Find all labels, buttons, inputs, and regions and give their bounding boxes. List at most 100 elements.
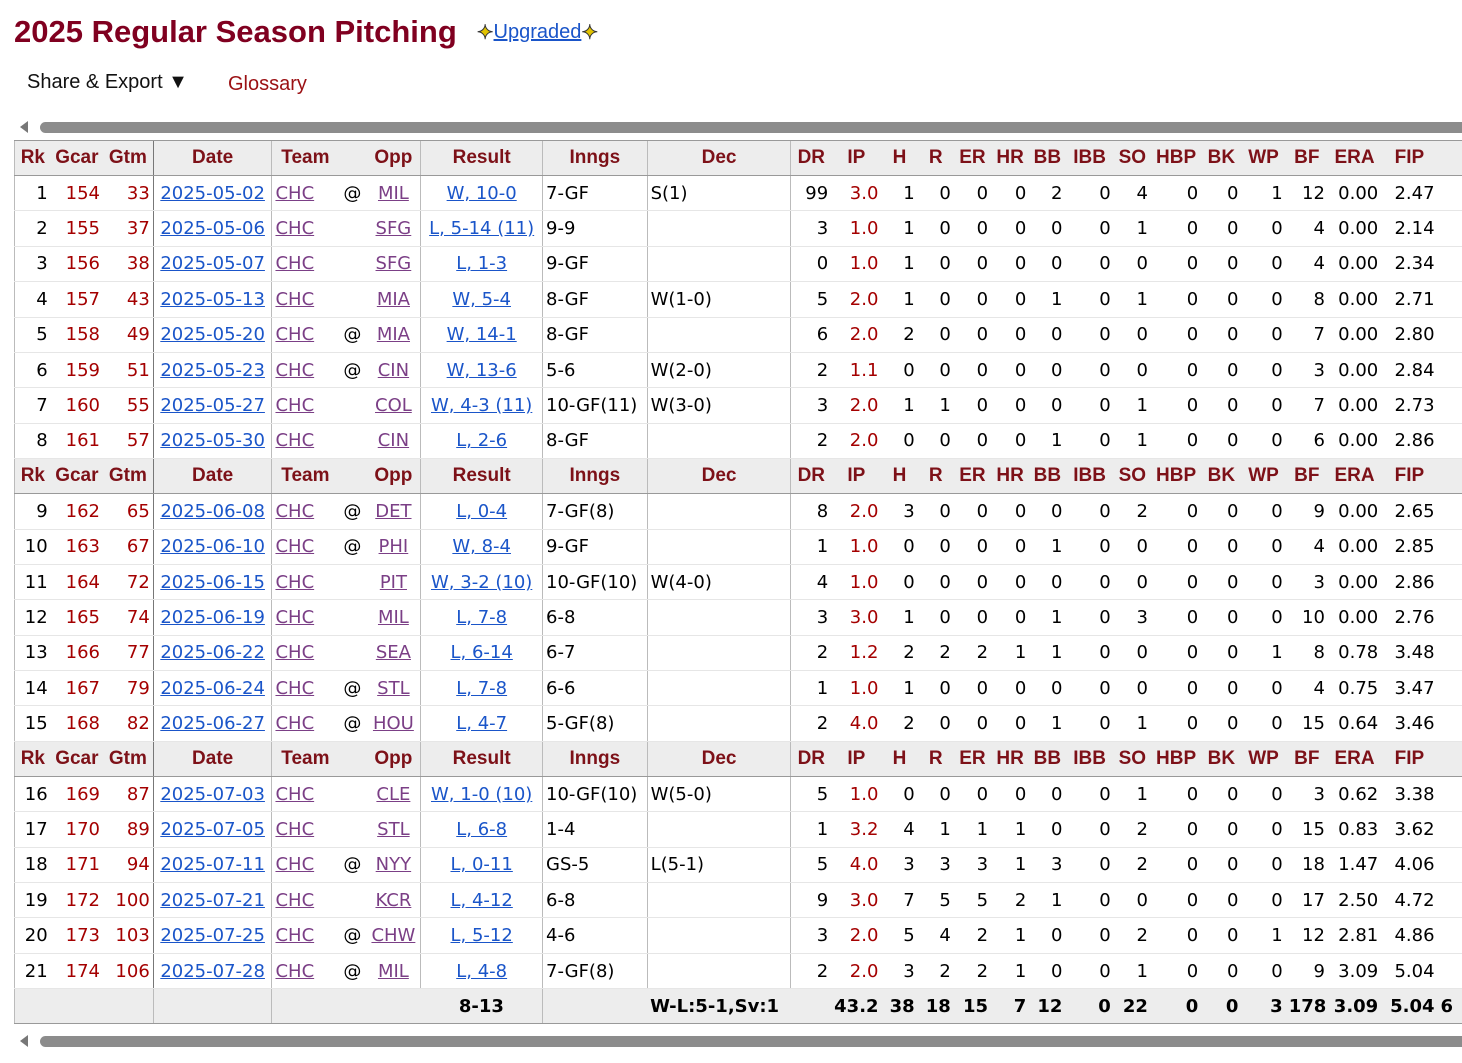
column-header[interactable]: H bbox=[881, 458, 918, 495]
column-header[interactable] bbox=[1437, 140, 1462, 176]
glossary-link[interactable]: Glossary bbox=[227, 72, 307, 95]
team-link[interactable]: CHC bbox=[275, 642, 315, 664]
team-link[interactable]: CHC bbox=[275, 818, 315, 840]
date-link[interactable]: 2025-06-08 bbox=[160, 500, 265, 522]
column-header[interactable]: IP bbox=[831, 140, 882, 176]
column-header[interactable]: Inngs bbox=[542, 740, 648, 777]
team-link[interactable]: CHC bbox=[275, 536, 315, 558]
team-link[interactable]: CHC bbox=[275, 430, 315, 452]
team-link[interactable]: CHC bbox=[275, 925, 315, 947]
opponent-link[interactable]: HOU bbox=[372, 713, 414, 735]
date-link[interactable]: 2025-05-06 bbox=[160, 218, 265, 240]
column-header[interactable]: IP bbox=[831, 740, 882, 777]
column-header[interactable]: BB bbox=[1029, 740, 1066, 777]
upgraded-link[interactable]: Upgraded bbox=[493, 20, 582, 43]
opponent-link[interactable]: STL bbox=[377, 677, 410, 699]
date-link[interactable]: 2025-05-02 bbox=[160, 182, 265, 204]
opponent-link[interactable]: MIL bbox=[377, 606, 409, 628]
scroll-left-arrow-icon[interactable] bbox=[20, 121, 28, 133]
column-header[interactable]: HR bbox=[991, 140, 1030, 176]
column-header[interactable]: SO bbox=[1113, 740, 1151, 777]
result-link[interactable]: L, 7-8 bbox=[456, 677, 508, 699]
column-header[interactable]: BK bbox=[1201, 458, 1242, 495]
horizontal-scrollbar-bottom[interactable] bbox=[16, 1033, 1462, 1049]
team-link[interactable]: CHC bbox=[275, 324, 315, 346]
share-export-menu[interactable]: Share & Export ▼ bbox=[27, 70, 188, 93]
opponent-link[interactable]: CLE bbox=[376, 783, 411, 805]
column-header[interactable]: ERA bbox=[1327, 140, 1382, 176]
opponent-link[interactable]: PHI bbox=[378, 536, 409, 558]
result-link[interactable]: L, 7-8 bbox=[456, 606, 508, 628]
scrollbar-thumb[interactable] bbox=[40, 122, 1462, 133]
team-link[interactable]: CHC bbox=[275, 500, 315, 522]
opponent-link[interactable]: DET bbox=[375, 500, 412, 522]
result-link[interactable]: L, 1-3 bbox=[456, 253, 508, 275]
column-header[interactable]: BF bbox=[1285, 740, 1328, 777]
column-header[interactable]: SO bbox=[1113, 140, 1151, 176]
column-header[interactable]: Team bbox=[271, 458, 339, 495]
column-header[interactable]: IBB bbox=[1065, 458, 1114, 495]
column-header[interactable]: Gtm bbox=[103, 458, 154, 495]
result-link[interactable]: W, 10-0 bbox=[446, 182, 517, 204]
column-header[interactable]: IBB bbox=[1065, 740, 1114, 777]
column-header[interactable]: HBP bbox=[1150, 140, 1202, 176]
column-header[interactable]: BB bbox=[1029, 140, 1066, 176]
result-link[interactable]: L, 0-4 bbox=[456, 500, 508, 522]
team-link[interactable]: CHC bbox=[275, 854, 315, 876]
column-header[interactable]: R bbox=[917, 458, 954, 495]
column-header[interactable] bbox=[338, 740, 367, 777]
column-header[interactable] bbox=[338, 458, 367, 495]
column-header[interactable]: Rk bbox=[14, 458, 51, 495]
date-link[interactable]: 2025-06-22 bbox=[160, 642, 265, 664]
date-link[interactable]: 2025-06-19 bbox=[160, 606, 265, 628]
opponent-link[interactable]: COL bbox=[375, 395, 412, 417]
column-header[interactable]: WP bbox=[1241, 740, 1286, 777]
column-header[interactable]: DR bbox=[790, 458, 832, 495]
result-link[interactable]: L, 6-8 bbox=[456, 818, 508, 840]
date-link[interactable]: 2025-05-07 bbox=[160, 253, 265, 275]
team-link[interactable]: CHC bbox=[275, 182, 315, 204]
team-link[interactable]: CHC bbox=[275, 783, 315, 805]
result-link[interactable]: W, 3-2 (10) bbox=[431, 571, 533, 593]
team-link[interactable]: CHC bbox=[275, 713, 315, 735]
result-link[interactable]: L, 6-14 bbox=[450, 642, 513, 664]
column-header[interactable]: R bbox=[917, 740, 954, 777]
column-header[interactable]: DR bbox=[790, 140, 832, 176]
column-header[interactable]: Rk bbox=[14, 740, 51, 777]
column-header[interactable]: BF bbox=[1285, 458, 1328, 495]
horizontal-scrollbar-top[interactable] bbox=[16, 119, 1462, 135]
column-header[interactable]: Gcar bbox=[50, 740, 103, 777]
date-link[interactable]: 2025-07-28 bbox=[160, 960, 265, 982]
team-link[interactable]: CHC bbox=[275, 359, 315, 381]
date-link[interactable]: 2025-05-13 bbox=[160, 288, 265, 310]
column-header[interactable]: IP bbox=[831, 458, 882, 495]
column-header[interactable]: BB bbox=[1029, 458, 1066, 495]
column-header[interactable]: R bbox=[917, 140, 954, 176]
opponent-link[interactable]: PIT bbox=[379, 571, 407, 593]
team-link[interactable]: CHC bbox=[275, 889, 315, 911]
opponent-link[interactable]: MIA bbox=[376, 324, 410, 346]
column-header[interactable]: BF bbox=[1285, 140, 1328, 176]
opponent-link[interactable]: MIL bbox=[377, 182, 409, 204]
date-link[interactable]: 2025-07-21 bbox=[160, 889, 265, 911]
result-link[interactable]: L, 0-11 bbox=[450, 854, 513, 876]
opponent-link[interactable]: MIL bbox=[377, 960, 409, 982]
scroll-left-arrow-icon[interactable] bbox=[20, 1035, 28, 1047]
opponent-link[interactable]: CIN bbox=[377, 359, 410, 381]
result-link[interactable]: L, 4-12 bbox=[450, 889, 513, 911]
column-header[interactable]: Gcar bbox=[50, 140, 103, 176]
column-header[interactable]: HR bbox=[991, 740, 1030, 777]
opponent-link[interactable]: SFG bbox=[375, 253, 412, 275]
column-header[interactable]: BK bbox=[1201, 740, 1242, 777]
column-header[interactable]: H bbox=[881, 740, 918, 777]
column-header[interactable] bbox=[1437, 740, 1462, 777]
column-header[interactable]: WP bbox=[1241, 140, 1286, 176]
team-link[interactable]: CHC bbox=[275, 253, 315, 275]
result-link[interactable]: L, 5-14 (11) bbox=[429, 218, 535, 240]
column-header[interactable]: ERA bbox=[1327, 458, 1382, 495]
date-link[interactable]: 2025-07-05 bbox=[160, 818, 265, 840]
column-header[interactable] bbox=[1437, 458, 1462, 495]
opponent-link[interactable]: NYY bbox=[375, 854, 412, 876]
column-header[interactable]: Result bbox=[420, 740, 543, 777]
column-header[interactable]: Dec bbox=[646, 458, 791, 495]
